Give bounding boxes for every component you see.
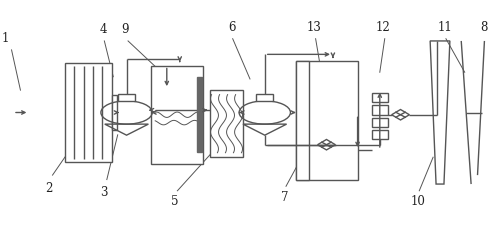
Bar [112, 95, 117, 130]
Text: 6: 6 [228, 21, 236, 34]
Bar [296, 61, 309, 180]
Text: 2: 2 [46, 182, 53, 195]
Bar [197, 77, 202, 152]
Text: 8: 8 [481, 21, 488, 34]
Text: 5: 5 [171, 196, 179, 208]
Bar [372, 106, 388, 115]
Bar [65, 63, 112, 162]
Text: 10: 10 [410, 196, 425, 208]
Bar [372, 93, 388, 102]
Bar [256, 94, 273, 101]
Bar [151, 65, 203, 164]
Text: 1: 1 [2, 32, 9, 45]
Text: 7: 7 [281, 191, 288, 204]
Text: 4: 4 [99, 23, 107, 36]
Bar [372, 130, 388, 139]
Text: 3: 3 [100, 187, 108, 200]
Text: 13: 13 [307, 21, 322, 34]
Bar [118, 94, 135, 101]
Bar [296, 61, 357, 180]
Text: 9: 9 [121, 23, 129, 36]
Text: 12: 12 [376, 21, 391, 34]
Bar [372, 118, 388, 127]
Bar [210, 90, 243, 157]
Text: 11: 11 [438, 21, 452, 34]
